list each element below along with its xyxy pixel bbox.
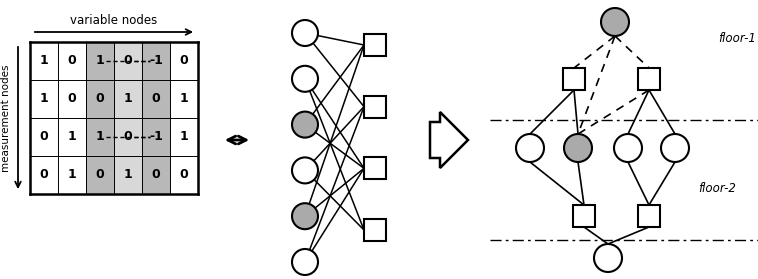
Text: 0: 0: [39, 131, 49, 143]
Bar: [114, 42, 142, 194]
Text: 0: 0: [152, 93, 161, 105]
Circle shape: [594, 244, 622, 272]
Text: 1: 1: [96, 131, 105, 143]
Text: 0: 0: [180, 54, 189, 68]
Text: 1: 1: [67, 169, 77, 182]
Text: 0: 0: [96, 93, 105, 105]
Circle shape: [601, 8, 629, 36]
Circle shape: [614, 134, 642, 162]
Text: 1: 1: [180, 93, 189, 105]
Text: 1: 1: [39, 54, 49, 68]
Text: 0: 0: [96, 169, 105, 182]
Circle shape: [292, 249, 318, 275]
Text: 0: 0: [124, 54, 133, 68]
Text: 1: 1: [96, 54, 105, 68]
Text: variable nodes: variable nodes: [70, 13, 158, 27]
Bar: [364, 219, 386, 241]
Bar: [364, 157, 386, 179]
Text: 1: 1: [124, 169, 133, 182]
Text: floor-1: floor-1: [718, 32, 756, 44]
Text: 1: 1: [67, 131, 77, 143]
Circle shape: [292, 112, 318, 138]
Bar: [142, 42, 170, 194]
Text: 0: 0: [39, 169, 49, 182]
Text: 0: 0: [180, 169, 189, 182]
Bar: [364, 34, 386, 56]
Text: 1: 1: [124, 93, 133, 105]
Bar: [638, 205, 660, 227]
Circle shape: [292, 20, 318, 46]
Text: -1: -1: [149, 54, 163, 68]
Text: 0: 0: [124, 131, 133, 143]
Bar: [86, 42, 114, 194]
Circle shape: [661, 134, 689, 162]
Circle shape: [292, 66, 318, 92]
Bar: [364, 96, 386, 118]
Text: floor-2: floor-2: [698, 182, 736, 194]
Text: 0: 0: [152, 169, 161, 182]
Text: 0: 0: [67, 54, 77, 68]
Text: -1: -1: [149, 131, 163, 143]
Text: measurement nodes: measurement nodes: [1, 64, 11, 172]
Bar: [563, 68, 585, 90]
Circle shape: [292, 203, 318, 229]
Bar: [638, 68, 660, 90]
Text: 0: 0: [67, 93, 77, 105]
Circle shape: [292, 157, 318, 183]
Bar: [573, 205, 595, 227]
Circle shape: [564, 134, 592, 162]
Text: 1: 1: [180, 131, 189, 143]
Circle shape: [516, 134, 544, 162]
Text: 1: 1: [39, 93, 49, 105]
Polygon shape: [430, 112, 468, 168]
